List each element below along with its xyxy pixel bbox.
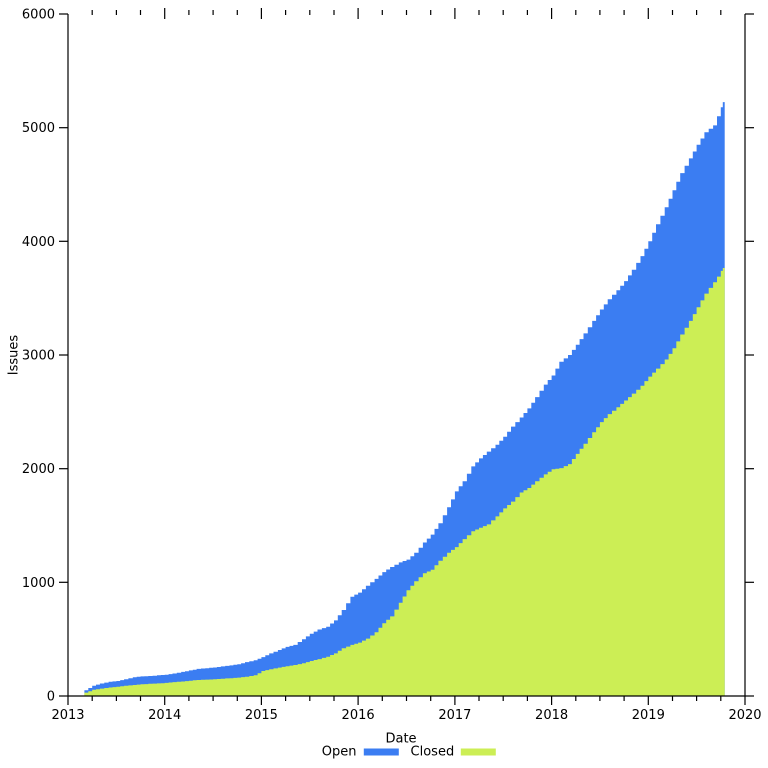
y-tick-label: 2000 — [22, 462, 55, 477]
x-tick-label: 2019 — [632, 708, 665, 723]
y-tick-label: 1000 — [22, 576, 55, 591]
x-tick-label: 2014 — [148, 708, 181, 723]
y-axis-title: Issues — [6, 334, 22, 376]
y-tick-label: 3000 — [22, 349, 55, 364]
x-tick-label: 2017 — [438, 708, 471, 723]
x-tick-label: 2016 — [342, 708, 375, 723]
y-tick-label: 5000 — [22, 121, 55, 136]
chart-axes — [59, 8, 754, 705]
x-axis-title: Date — [385, 731, 417, 747]
chart-tick-labels: 0 1000 2000 3000 4000 5000 6000 2013 2014 2015 201… — [22, 8, 762, 724]
x-tick-label: 2015 — [245, 708, 278, 723]
legend-label-open: Open — [321, 744, 357, 760]
y-tick-label: 4000 — [22, 235, 55, 250]
legend-swatch-open-icon — [363, 748, 399, 756]
y-tick-label: 6000 — [22, 8, 55, 23]
x-tick-label: 2020 — [728, 708, 761, 723]
x-tick-label: 2018 — [535, 708, 568, 723]
closed-area — [84, 265, 725, 696]
legend: Open Closed — [321, 744, 497, 760]
chart-areas — [84, 97, 725, 696]
x-tick-label: 2013 — [51, 708, 84, 723]
y-tick-label: 0 — [47, 690, 55, 705]
legend-label-closed: Closed — [410, 744, 455, 760]
legend-swatch-closed-icon — [461, 748, 497, 756]
